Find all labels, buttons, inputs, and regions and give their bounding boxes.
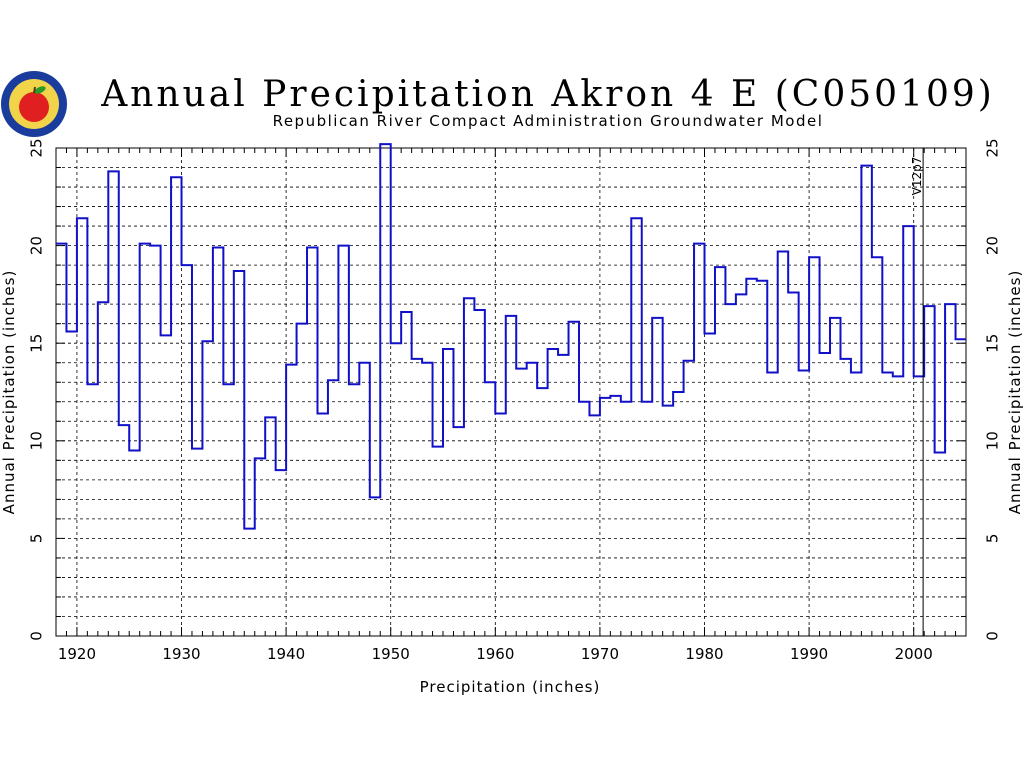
x-tick-label: 1960: [476, 645, 514, 663]
annotation-label: V12p7: [910, 157, 924, 196]
y-tick-label-right: 5: [983, 534, 1001, 544]
y-tick-label-right: 15: [983, 334, 1001, 353]
y-tick-label-left: 25: [27, 138, 45, 157]
y-axis-label-left: Annual Precipitation (inches): [0, 270, 18, 515]
y-tick-label-left: 10: [27, 431, 45, 450]
y-tick-label-left: 15: [27, 334, 45, 353]
x-tick-label: 1950: [372, 645, 410, 663]
x-tick-label: 1990: [790, 645, 828, 663]
y-tick-label-left: 0: [27, 631, 45, 641]
y-tick-label-right: 0: [983, 631, 1001, 641]
version-annotation: V12p7: [910, 148, 924, 636]
y-tick-label-right: 25: [983, 138, 1001, 157]
y-tick-label-left: 20: [27, 236, 45, 255]
apple-icon: [19, 92, 49, 122]
x-tick-label: 1920: [58, 645, 96, 663]
x-tick-label: 1940: [267, 645, 305, 663]
y-tick-label-right: 20: [983, 236, 1001, 255]
series-group: [56, 143, 966, 530]
plot-frame: [55, 147, 967, 637]
y-axis-label-right: Annual Precipitation (inches): [1006, 270, 1024, 515]
x-tick-label: 2000: [895, 645, 933, 663]
axis-ticks: 1920 1930 1940 1950 1960 1970 1980 1990 2000 0 0 5 5…: [27, 138, 1001, 663]
x-tick-label: 1970: [581, 645, 619, 663]
leaf-icon: [34, 86, 46, 94]
series-line: [56, 143, 966, 530]
rrca-logo: [1, 71, 67, 137]
y-tick-label-right: 10: [983, 431, 1001, 450]
stem-icon: [33, 86, 36, 94]
chart-subtitle: Republican River Compact Administration …: [273, 112, 824, 130]
y-tick-label-left: 5: [27, 534, 45, 544]
x-tick-label: 1930: [162, 645, 200, 663]
x-axis-label: Precipitation (inches): [420, 678, 601, 696]
grid-lines: [56, 148, 966, 636]
x-tick-label: 1980: [685, 645, 723, 663]
chart-title: Annual Precipitation Akron 4 E (C050109): [100, 74, 995, 115]
